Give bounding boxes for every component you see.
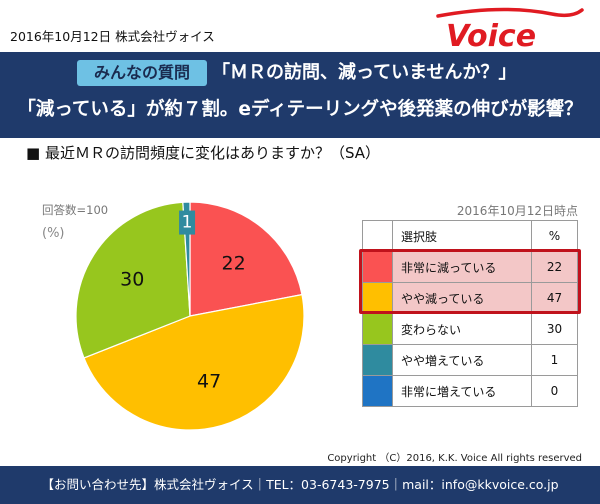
- legend-value-very-increased: 0: [531, 375, 578, 407]
- legend-label-somewhat-decreased: やや減っている: [392, 282, 532, 314]
- legend-value-somewhat-increased: 1: [531, 344, 578, 376]
- pie-label-box-somewhat-increased: [179, 210, 196, 235]
- legend-row-somewhat-increased: やや増えている 1: [362, 344, 578, 376]
- footer-contact: 【お問い合わせ先】株式会社ヴォイス｜TEL：03-6743-7975｜mail：…: [0, 466, 600, 504]
- legend-label-very-increased: 非常に増えている: [392, 375, 532, 407]
- survey-question: ■ 最近ＭＲの訪問頻度に変化はありますか？（SA）: [26, 144, 381, 162]
- legend-header-value: %: [531, 220, 578, 252]
- legend-value-somewhat-decreased: 47: [531, 282, 578, 314]
- voice-logo: Voice: [436, 7, 584, 50]
- logo-swoosh-icon: [436, 7, 584, 18]
- legend-row-unchanged: 変わらない 30: [362, 313, 578, 345]
- headline-question: 「ＭＲの訪問、減っていませんか？」: [212, 62, 517, 83]
- pie-label-somewhat-increased: 1: [182, 213, 193, 233]
- respondent-count: 回答数=100: [42, 203, 109, 217]
- table-date-note: 2016年10月12日時点: [456, 204, 578, 218]
- legend-label-somewhat-increased: やや増えている: [392, 344, 532, 376]
- legend-swatch-very-increased: [362, 375, 393, 407]
- logo-text: Voice: [446, 19, 536, 50]
- copyright: Copyright （C）2016, K.K. Voice All rights…: [327, 453, 582, 464]
- pie-slice-unchanged: [75, 201, 191, 359]
- percent-unit: (%): [42, 226, 65, 241]
- legend-row-somewhat-decreased: やや減っている 47: [362, 282, 578, 314]
- legend-label-very-decreased: 非常に減っている: [392, 251, 532, 283]
- legend-row-very-decreased: 非常に減っている 22: [362, 251, 578, 283]
- pie-label-somewhat-decreased: 47: [197, 371, 221, 393]
- pie-slice-very-decreased: [189, 201, 303, 317]
- legend-header-label: 選択肢: [392, 220, 532, 252]
- date-company: 2016年10月12日 株式会社ヴォイス: [10, 29, 215, 44]
- pie-slice-somewhat-decreased: [83, 293, 305, 431]
- pie-chart: 22 47 30 1: [75, 201, 305, 431]
- legend-swatch-very-decreased: [362, 251, 393, 283]
- legend-value-unchanged: 30: [531, 313, 578, 345]
- legend-swatch-somewhat-increased: [362, 344, 393, 376]
- legend-swatch-somewhat-decreased: [362, 282, 393, 314]
- legend-table: 選択肢 % 非常に減っている 22 やや減っている 47 変わらない 30 やや増えている 1…: [362, 220, 578, 407]
- top-bar: 2016年10月12日 株式会社ヴォイス Voice: [0, 0, 600, 50]
- pie-label-unchanged: 30: [120, 268, 144, 290]
- legend-label-unchanged: 変わらない: [392, 313, 532, 345]
- pie-label-very-decreased: 22: [222, 252, 246, 274]
- legend-header-swatch: [362, 220, 393, 252]
- legend-row-very-increased: 非常に増えている 0: [362, 375, 578, 407]
- legend-value-very-decreased: 22: [531, 251, 578, 283]
- headline-main: 「減っている」が約７割。eディテーリングや後発薬の伸びが影響？: [17, 99, 583, 120]
- legend-swatch-unchanged: [362, 313, 393, 345]
- headline-banner: みんなの質問 「ＭＲの訪問、減っていませんか？」 「減っている」が約７割。eディ…: [0, 52, 600, 138]
- headline-tag: みんなの質問: [77, 60, 207, 86]
- legend-header-row: 選択肢 %: [362, 220, 578, 252]
